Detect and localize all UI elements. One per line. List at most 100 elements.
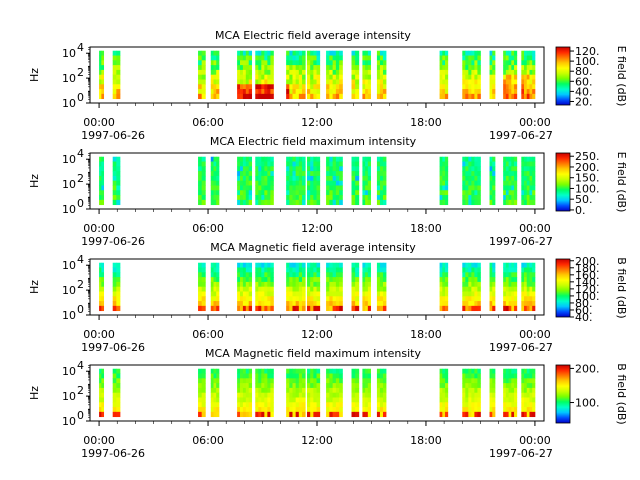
spectrogram-cell (365, 190, 369, 196)
spectrogram-cell (242, 281, 247, 288)
spectrogram-cell (514, 291, 518, 297)
spectrogram-cell (237, 166, 241, 172)
spectrogram-cell (242, 161, 247, 167)
spectrogram-cell (248, 156, 253, 162)
colorbar-tick-label: 140. (575, 276, 600, 289)
spectrogram-cell (248, 291, 253, 297)
colorbar-tick-label: 100. (575, 290, 600, 303)
spectrogram-cell (382, 387, 387, 394)
spectrogram-cell (503, 383, 507, 389)
spectrogram-cell (213, 272, 217, 278)
spectrogram-cell (505, 272, 509, 278)
spectrogram-cell (362, 368, 366, 374)
spectrogram-cell (99, 392, 102, 398)
spectrogram-cell (382, 378, 387, 384)
spectrogram-cell (99, 89, 102, 95)
spectrogram-cell (492, 161, 496, 167)
spectrogram-cell (362, 156, 366, 162)
spectrogram-cell (532, 93, 536, 100)
spectrogram-segment (362, 262, 371, 312)
spectrogram-cell (242, 89, 247, 95)
spectrogram-cell (99, 60, 102, 66)
spectrogram-cell (112, 190, 117, 196)
spectrogram-cell (292, 180, 297, 186)
spectrogram-cell (474, 397, 478, 403)
spectrogram-cell (503, 402, 507, 408)
spectrogram-cell (503, 378, 507, 384)
spectrogram-cell (307, 272, 311, 278)
spectrogram-cell (289, 272, 293, 278)
spectrogram-cell (261, 190, 265, 196)
spectrogram-cell (329, 84, 334, 90)
spectrogram-cell (316, 89, 321, 95)
spectrogram-segment (99, 156, 105, 206)
spectrogram-cell (471, 277, 475, 283)
spectrogram-cell (248, 378, 253, 384)
spectrogram-cell (351, 175, 356, 182)
spectrogram-cell (468, 387, 472, 394)
spectrogram-cell (379, 55, 384, 61)
spectrogram-cell (213, 397, 217, 403)
spectrogram-cell (310, 291, 314, 297)
spectrogram-cell (532, 65, 536, 71)
spectrogram-cell (511, 296, 515, 302)
spectrogram-cell (326, 69, 330, 76)
spectrogram-cell (261, 368, 265, 374)
spectrogram-cell (367, 272, 371, 278)
spectrogram-cell (270, 383, 274, 389)
spectrogram-cell (367, 166, 371, 172)
spectrogram-cell (351, 378, 356, 384)
spectrogram-cell (492, 69, 496, 76)
spectrogram-segment (99, 262, 105, 312)
spectrogram-cell (442, 407, 446, 413)
spectrogram-cell (355, 296, 360, 302)
spectrogram-cell (365, 156, 369, 162)
spectrogram-cell (526, 272, 530, 278)
spectrogram-cell (362, 397, 366, 403)
spectrogram-cell (355, 262, 360, 268)
spectrogram-cell (258, 402, 262, 408)
spectrogram-cell (511, 277, 515, 283)
spectrogram-cell (505, 65, 509, 71)
spectrogram-cell (471, 175, 475, 182)
spectrogram-cell (261, 175, 265, 182)
spectrogram-cell (477, 185, 481, 191)
spectrogram-cell (201, 180, 206, 186)
colorbar-tick-label: 100. (575, 182, 600, 195)
colorbar-tick-label: 100. (575, 397, 600, 410)
spectrogram-segment (521, 50, 536, 100)
spectrogram-cell (339, 60, 343, 66)
spectrogram-cell (339, 407, 343, 413)
spectrogram-cell (355, 65, 360, 71)
spectrogram-cell (521, 69, 525, 76)
spectrogram-cell (335, 161, 340, 167)
spectrogram-cell (511, 272, 515, 278)
y-tick-label: 10 (62, 97, 76, 110)
spectrogram-cell (289, 411, 293, 418)
spectrogram-cell (302, 301, 306, 307)
spectrogram-cell (332, 301, 337, 307)
spectrogram-cell (326, 411, 330, 418)
spectrogram-cell (474, 74, 478, 80)
spectrogram-cell (468, 180, 472, 186)
spectrogram-cell (335, 378, 340, 384)
spectrogram-cell (112, 411, 117, 418)
spectrogram-cell (116, 402, 121, 408)
spectrogram-cell (210, 378, 214, 384)
spectrogram-cell (445, 161, 449, 167)
spectrogram-cell (307, 190, 311, 196)
spectrogram-cell (307, 277, 311, 283)
spectrogram-cell (198, 267, 203, 273)
spectrogram-cell (532, 281, 536, 288)
spectrogram-cell (116, 291, 121, 297)
spectrogram-cell (201, 195, 206, 201)
spectrogram-cell (514, 378, 518, 384)
spectrogram-cell (101, 89, 105, 95)
spectrogram-cell (240, 74, 244, 80)
spectrogram-cell (376, 277, 381, 283)
spectrogram-cell (302, 407, 306, 413)
spectrogram-cell (210, 368, 214, 374)
spectrogram-cell (351, 262, 356, 268)
spectrogram-cell (339, 301, 343, 307)
spectrogram-cell (489, 50, 493, 56)
